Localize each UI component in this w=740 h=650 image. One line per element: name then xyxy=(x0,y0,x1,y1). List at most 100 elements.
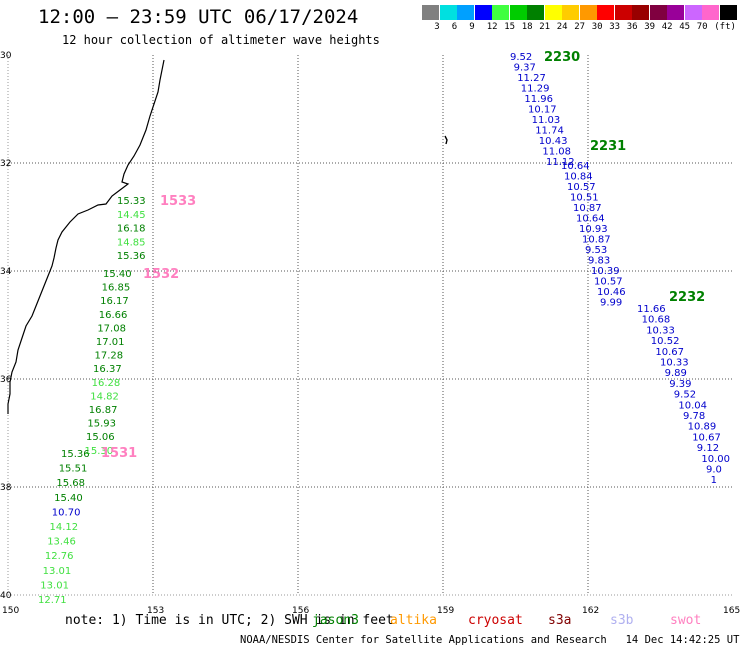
scale-swatch xyxy=(474,5,492,20)
wave-height-value: 10.57 xyxy=(567,182,596,193)
scale-label: 15 xyxy=(504,22,516,32)
scale-label: 6 xyxy=(451,22,458,32)
scale-swatch xyxy=(492,5,509,20)
wave-height-value: 1 xyxy=(711,475,717,486)
wave-height-value: 10.84 xyxy=(564,172,593,183)
track-1531: 15.36 15.51 15.68 15.40 10.70 14.12 13.46 12.76… xyxy=(38,446,137,606)
coastline xyxy=(7,59,165,414)
scale-swatch xyxy=(439,5,457,20)
scale-label: 24 xyxy=(556,22,568,32)
scale-label: 21 xyxy=(539,22,551,32)
scale-label: 27 xyxy=(574,22,586,32)
wave-height-value: 10.87 xyxy=(582,235,611,246)
scale-swatch xyxy=(562,5,579,20)
latitude-label: 38 xyxy=(0,483,12,493)
scale-swatch xyxy=(719,5,737,20)
scale-swatch xyxy=(544,5,562,20)
wave-height-value: 10.67 xyxy=(655,347,684,358)
wave-height-value: 10.43 xyxy=(539,136,568,147)
wave-height-value: 10.67 xyxy=(692,432,721,443)
wave-height-value: 13.46 xyxy=(47,537,76,548)
wave-height-value: 10.64 xyxy=(561,161,590,172)
track-2231: 10.6410.8410.5710.5110.8710.6410.9310.87… xyxy=(561,139,626,309)
wave-height-value: 10.68 xyxy=(642,315,671,326)
wave-height-value: 16.87 xyxy=(89,405,118,416)
track-time-label: 2230 xyxy=(544,50,580,65)
scale-swatch xyxy=(632,5,649,20)
longitude-label: 165 xyxy=(723,606,740,616)
latitude-label: 40 xyxy=(0,591,12,601)
longitude-label: 159 xyxy=(437,606,454,616)
wave-height-value: 11.66 xyxy=(637,304,666,315)
track-time-label: 1531 xyxy=(101,446,137,461)
wave-height-value: 10.64 xyxy=(576,214,605,225)
wave-height-value: 15.40 xyxy=(54,493,83,504)
wave-height-value: 14.12 xyxy=(50,522,79,533)
track-time-label: 1533 xyxy=(160,194,196,209)
wave-height-value: 10.33 xyxy=(646,325,675,336)
wave-height-value: 10.46 xyxy=(597,287,626,298)
track-2232: 11.6610.6810.3310.5210.6710.339.899.399.… xyxy=(637,290,730,486)
wave-height-value: 9.78 xyxy=(683,411,705,422)
track-time-label: 1532 xyxy=(143,267,179,282)
scale-label: 18 xyxy=(521,22,533,32)
longitude-label: 156 xyxy=(292,606,309,616)
graticule-grid xyxy=(7,55,733,596)
latitude-label: 36 xyxy=(0,375,12,385)
satellite-name-jason3: jason3 xyxy=(312,613,359,628)
scale-swatch xyxy=(597,5,614,20)
wave-height-value: 16.66 xyxy=(99,310,128,321)
scale-label: 42 xyxy=(661,22,673,32)
satellite-name-s3a: s3a xyxy=(548,613,572,628)
scale-swatch xyxy=(457,5,474,20)
wave-height-value: 9.0 xyxy=(706,465,722,476)
wave-height-value: 15.68 xyxy=(56,478,85,489)
track-1533: 15.33 14.45 16.18 14.85 15.36 1533 xyxy=(117,194,196,262)
scale-label: 45 xyxy=(679,22,691,32)
units-note: note: 1) Time is in UTC; 2) SWH is in fe… xyxy=(65,613,394,628)
map-subtitle: 12 hour collection of altimeter wave hei… xyxy=(62,33,380,47)
wave-height-value: 17.08 xyxy=(97,323,126,334)
wave-height-value: 9.39 xyxy=(669,379,691,390)
wave-height-value: 15.33 xyxy=(117,196,146,207)
scale-label: 33 xyxy=(609,22,621,32)
wave-height-value: 15.93 xyxy=(87,419,116,430)
wave-height-value: 10.87 xyxy=(573,203,602,214)
wave-height-value: 9.52 xyxy=(674,390,696,401)
longitude-label: 162 xyxy=(582,606,599,616)
wave-height-value: 14.82 xyxy=(90,391,119,402)
wave-height-value: 10.89 xyxy=(688,422,717,433)
wave-height-value: 9.37 xyxy=(514,63,536,74)
wave-height-value: 10.51 xyxy=(570,193,599,204)
wave-height-value: 17.01 xyxy=(96,337,125,348)
wave-height-value: 11.27 xyxy=(517,73,546,84)
scale-swatch xyxy=(614,5,632,20)
wave-height-value: 16.37 xyxy=(93,364,122,375)
wave-height-value: 11.74 xyxy=(535,126,564,137)
wave-height-value: 10.57 xyxy=(594,277,623,288)
credit-footer: NOAA/NESDIS Center for Satellite Applica… xyxy=(240,634,740,646)
track-2230: 9.529.3711.2711.2911.9610.1711.0311.7410… xyxy=(510,50,580,168)
longitude-label: 153 xyxy=(147,606,164,616)
wave-height-value: 11.96 xyxy=(524,94,553,105)
longitude-label: 150 xyxy=(2,606,19,616)
wave-height-value: 10.00 xyxy=(701,454,730,465)
wave-height-value: 12.76 xyxy=(45,551,74,562)
scale-label: 36 xyxy=(626,22,638,32)
scale-label: 9 xyxy=(469,22,475,32)
wave-height-value: 12.71 xyxy=(38,595,67,606)
wave-height-value: 10.04 xyxy=(678,400,707,411)
latitude-label: 30 xyxy=(0,51,12,61)
scale-swatch xyxy=(422,5,439,20)
wave-height-value: 9.12 xyxy=(697,443,719,454)
wave-height-value: 10.70 xyxy=(52,507,81,518)
scale-label: 12 xyxy=(486,22,498,32)
track-time-label: 2232 xyxy=(669,290,705,305)
track-time-label: 2231 xyxy=(590,139,626,154)
wave-height-value: 16.18 xyxy=(117,224,146,235)
wave-height-value: 15.51 xyxy=(59,464,88,475)
scale-label: 30 xyxy=(591,22,603,32)
wave-height-value: 16.85 xyxy=(102,283,131,294)
wave-height-value: 11.08 xyxy=(542,147,571,158)
